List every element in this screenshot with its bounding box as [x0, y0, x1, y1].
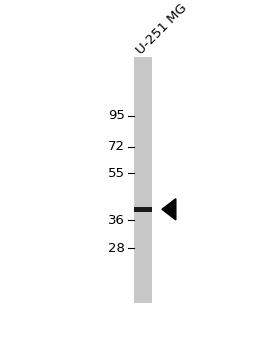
Polygon shape: [162, 199, 176, 220]
Bar: [134, 58, 152, 303]
Text: 72: 72: [108, 140, 125, 153]
Bar: [134, 207, 152, 212]
Text: 55: 55: [108, 167, 125, 180]
Text: 95: 95: [108, 109, 125, 122]
Text: U-251 MG: U-251 MG: [134, 1, 190, 57]
Text: 36: 36: [108, 214, 125, 227]
Text: 28: 28: [108, 242, 125, 255]
